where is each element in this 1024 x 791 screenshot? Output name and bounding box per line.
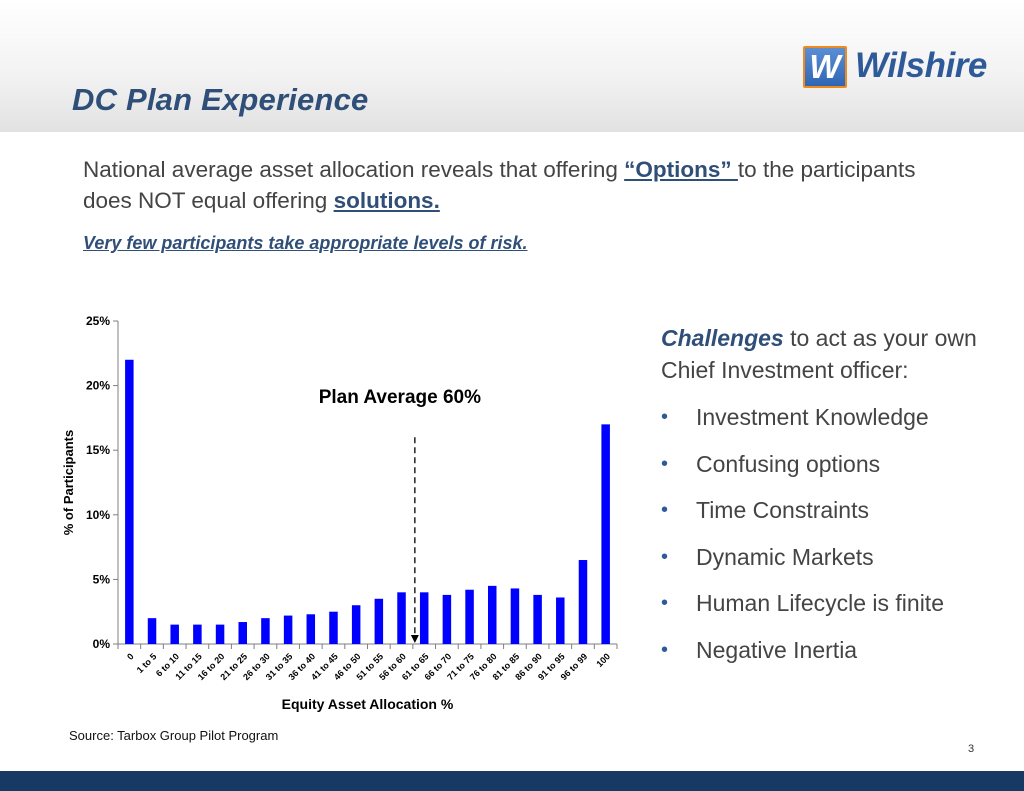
list-item: • Time Constraints	[661, 487, 1011, 534]
risk-statement: Very few participants take appropriate l…	[83, 233, 528, 253]
challenges-list: • Investment Knowledge • Confusing options…	[661, 394, 1011, 673]
bullet-icon: •	[661, 406, 669, 428]
bar	[397, 592, 406, 644]
bar	[283, 615, 293, 644]
bar	[419, 592, 429, 644]
bullet-icon: •	[661, 592, 669, 614]
bar	[510, 588, 520, 644]
page-title: DC Plan Experience	[72, 82, 369, 117]
bullet-icon: •	[661, 545, 669, 568]
x-axis-title: Equity Asset Allocation %	[282, 696, 454, 712]
list-item: • Confusing options	[661, 441, 1011, 488]
header-band	[0, 0, 1024, 132]
bar	[306, 614, 316, 644]
x-tick-label: 100	[594, 651, 612, 669]
bar	[329, 611, 338, 644]
page-number: 3	[968, 743, 975, 755]
bar	[465, 589, 474, 644]
y-tick-label: 0%	[93, 637, 111, 651]
x-tick-label: 0	[125, 651, 136, 662]
challenge-label: Negative Inertia	[696, 636, 858, 663]
bullet-icon: •	[661, 638, 669, 661]
intro-part2: to the participants does NOT equal offer…	[83, 157, 916, 213]
bar	[533, 594, 542, 644]
plan-average-arrow	[410, 635, 419, 643]
intro-solutions: solutions.	[333, 188, 440, 213]
challenge-label: Investment Knowledge	[696, 404, 929, 430]
list-item: • Human Lifecycle is finite	[661, 580, 1011, 627]
plan-average-label: Plan Average 60%	[319, 387, 481, 408]
list-item: • Dynamic Markets	[661, 534, 1011, 581]
challenge-label: Confusing options	[696, 450, 881, 477]
challenges-heading: Challenges to act as your own Chief Inve…	[661, 322, 1011, 386]
footer-band	[0, 771, 1024, 791]
bar	[125, 359, 134, 644]
bar	[170, 624, 179, 644]
bar	[578, 560, 588, 644]
bullet-icon: •	[661, 452, 669, 475]
logo-wordmark: Wilshire	[855, 46, 987, 85]
bullet-icon: •	[661, 499, 669, 521]
y-tick-label: 25%	[86, 314, 110, 328]
bar	[261, 618, 270, 644]
wilshire-logo: W Wilshire	[803, 44, 993, 92]
list-item: • Negative Inertia	[661, 627, 1011, 674]
y-axis-title: % of Participants	[61, 430, 76, 535]
bar	[215, 624, 225, 644]
challenge-label: Dynamic Markets	[696, 543, 874, 570]
intro-options: “Options”	[624, 157, 738, 182]
bar	[351, 605, 361, 644]
y-tick-label: 15%	[86, 443, 110, 457]
challenges-heading-bold: Challenges	[661, 325, 784, 351]
challenges-panel: Challenges to act as your own Chief Inve…	[661, 322, 1011, 673]
y-tick-label: 10%	[86, 508, 110, 522]
bar	[193, 624, 202, 644]
bar	[442, 594, 452, 644]
list-item: • Investment Knowledge	[661, 394, 1011, 441]
y-tick-label: 20%	[86, 379, 110, 393]
bar	[374, 598, 384, 644]
bar	[601, 424, 610, 644]
logo-mark: W	[803, 46, 847, 88]
y-tick-label: 5%	[93, 572, 111, 586]
bar	[238, 622, 247, 644]
challenge-label: Human Lifecycle is finite	[696, 590, 944, 616]
bar	[147, 618, 157, 644]
challenge-label: Time Constraints	[696, 497, 869, 523]
bar	[556, 597, 565, 644]
challenges-heading-rest: to act as your own Chief Investment offi…	[661, 325, 977, 383]
intro-text: National average asset allocation reveal…	[83, 154, 963, 216]
bar	[488, 585, 497, 644]
intro-part1: National average asset allocation reveal…	[83, 157, 625, 182]
source-note: Source: Tarbox Group Pilot Program	[69, 728, 279, 743]
